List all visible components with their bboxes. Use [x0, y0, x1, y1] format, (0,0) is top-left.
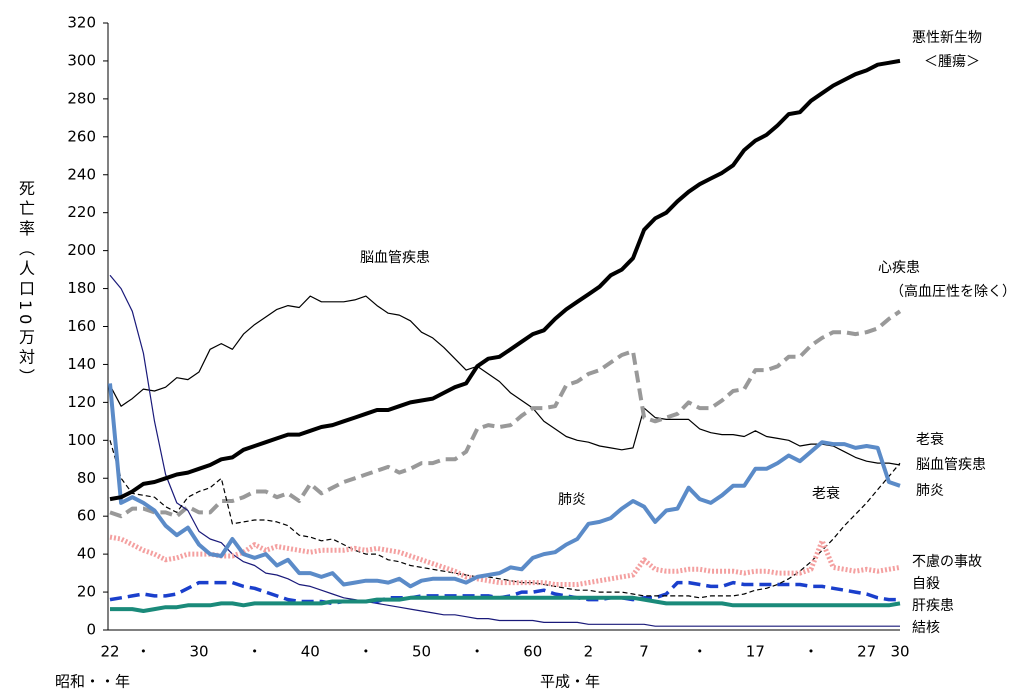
- x-tick-label: ・: [247, 643, 262, 661]
- x-tick-label: 22: [100, 643, 119, 661]
- y-tick-label: 160: [67, 317, 96, 335]
- annotation: 老衰: [812, 485, 840, 502]
- annotation: 肺炎: [558, 492, 586, 508]
- series-label: 脳血管疾患: [916, 457, 986, 473]
- y-tick-label: 80: [77, 469, 96, 487]
- y-tick-label: 140: [67, 355, 96, 373]
- series-line: [108, 383, 901, 589]
- y-tick-label: 260: [67, 127, 96, 145]
- y-tick-label: 300: [67, 51, 96, 69]
- series-label: 悪性新生物: [912, 30, 982, 46]
- y-tick-label: 20: [77, 583, 96, 601]
- x-tick-label: 27: [857, 643, 876, 661]
- x-tick-label: ・: [692, 643, 707, 661]
- x-tick-label: 30: [189, 643, 208, 661]
- series-line: [109, 580, 900, 606]
- series-line: [109, 58, 901, 502]
- y-tick-label: 0: [86, 621, 96, 639]
- era-label: 平成・年: [540, 673, 600, 691]
- x-tick-label: 30: [890, 643, 909, 661]
- x-tick-label: ・: [470, 643, 485, 661]
- y-tick-label: 220: [67, 203, 96, 221]
- x-tick-label: 2: [584, 643, 594, 661]
- series-label: 肝疾患: [912, 598, 954, 614]
- y-tick-label: 200: [67, 241, 96, 259]
- era-label: 昭和・・年: [55, 673, 130, 691]
- x-tick-label: ・: [358, 643, 373, 661]
- y-tick-label: 280: [67, 89, 96, 107]
- x-tick-label: 17: [746, 643, 765, 661]
- x-tick-label: 60: [523, 643, 542, 661]
- y-tick-label: 180: [67, 279, 96, 297]
- x-tick-label: 7: [639, 643, 649, 661]
- series-line: [109, 274, 900, 627]
- series-label: ＜腫瘍＞: [924, 53, 980, 70]
- series-label: 結核: [912, 620, 940, 636]
- series-label: 不慮の事故: [912, 554, 982, 570]
- series-label: 自殺: [912, 576, 940, 592]
- x-tick-label: 40: [301, 643, 320, 661]
- series-line: [110, 595, 901, 613]
- series-label: 老衰: [916, 431, 944, 448]
- series-line: [109, 440, 901, 599]
- series-label: 肺炎: [916, 483, 944, 499]
- y-tick-label: 40: [77, 545, 96, 563]
- x-tick-label: 50: [412, 643, 431, 661]
- series-label: 心疾患: [878, 260, 920, 276]
- y-tick-label: 240: [67, 165, 96, 183]
- series-line: [109, 534, 901, 587]
- y-tick-label: 320: [67, 14, 96, 32]
- y-tick-label: 100: [67, 431, 96, 449]
- x-tick-label: ・: [803, 643, 818, 661]
- series-label: （高血圧性を除く）: [890, 283, 1016, 300]
- y-tick-label: 60: [77, 507, 96, 525]
- annotation: 脳血管疾患: [360, 250, 430, 266]
- y-axis-label: 死亡率（人口10万対）: [16, 180, 35, 389]
- series-line: [109, 295, 901, 466]
- x-tick-label: ・: [136, 643, 151, 661]
- series-line: [109, 309, 902, 519]
- y-tick-label: 120: [67, 393, 96, 411]
